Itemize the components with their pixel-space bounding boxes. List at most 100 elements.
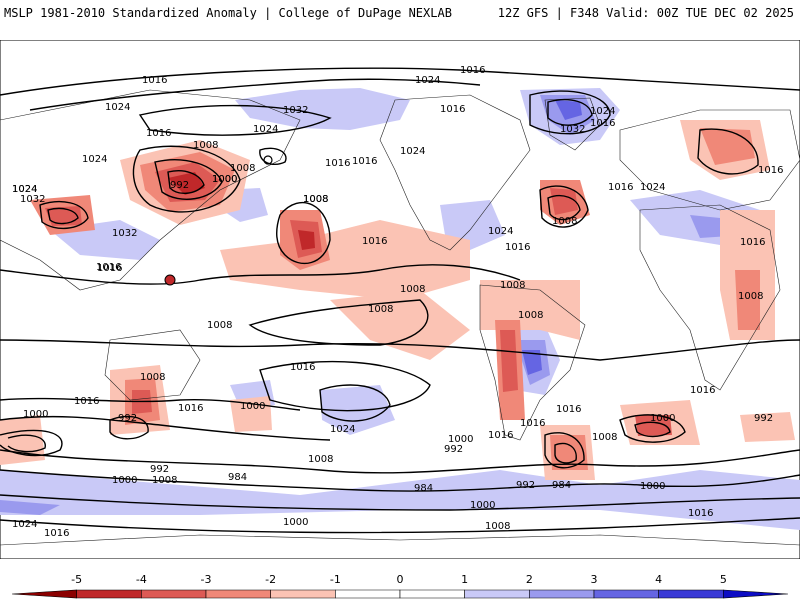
isobar-label: 992 bbox=[150, 464, 169, 475]
anomaly-region bbox=[132, 390, 152, 414]
shading-negative-anomaly bbox=[0, 120, 795, 480]
colorbar-segment bbox=[658, 589, 724, 599]
isobar-label: 1000 bbox=[112, 475, 137, 486]
isobar bbox=[47, 207, 79, 225]
isobar-label: 1008 bbox=[140, 372, 165, 383]
isobar-label: 1008 bbox=[303, 194, 328, 205]
colorbar-segment bbox=[335, 589, 401, 599]
isobar bbox=[39, 201, 89, 229]
colorbar-segment bbox=[529, 589, 595, 599]
model-valid-time: 12Z GFS | F348 Valid: 00Z TUE DEC 02 202… bbox=[497, 6, 794, 20]
coastlines bbox=[0, 89, 800, 546]
isobar-label: 984 bbox=[552, 480, 571, 491]
isobar-label: 1016 bbox=[590, 118, 615, 129]
colorbar-tick-label: 3 bbox=[591, 573, 598, 586]
isobar-label: 1016 bbox=[362, 236, 387, 247]
south-america-coast bbox=[479, 284, 586, 441]
isobar-label: 1016 bbox=[178, 403, 203, 414]
isobar-label: 1008 bbox=[193, 140, 218, 151]
isobar bbox=[248, 299, 429, 346]
isobar bbox=[529, 90, 611, 135]
colorbar-tick-label: 4 bbox=[655, 573, 662, 586]
isobar bbox=[7, 434, 46, 453]
isobar-labels: 1016 1024 1016 1024 1032 1024 1016 1008 … bbox=[12, 65, 783, 539]
isobar-label: 984 bbox=[414, 483, 433, 494]
isobar bbox=[0, 339, 800, 361]
isobar-label: 1016 bbox=[556, 404, 581, 415]
isobar-label: 1016 bbox=[142, 75, 167, 86]
isobar-label: 1008 bbox=[368, 304, 393, 315]
isobar-label: 1000 bbox=[212, 174, 237, 185]
anomaly-region bbox=[740, 412, 795, 442]
anomaly-region bbox=[0, 500, 60, 515]
isobar-label: 1008 bbox=[308, 454, 333, 465]
anomaly-region bbox=[0, 470, 800, 530]
isobar-label: 1016 bbox=[44, 528, 69, 539]
isobar-label: 1016 bbox=[352, 156, 377, 167]
colorbar-tick-label: 1 bbox=[461, 573, 468, 586]
isobar-label: 1000 bbox=[240, 401, 265, 412]
colorbar-segment bbox=[11, 589, 77, 599]
isobar-label: 1016 bbox=[758, 165, 783, 176]
isobar bbox=[154, 159, 223, 200]
colorbar-tick-label: 5 bbox=[720, 573, 727, 586]
isobar-label: 1024 bbox=[82, 154, 107, 165]
isobar-label: 1016 bbox=[520, 418, 545, 429]
isobar bbox=[544, 432, 585, 469]
isobar bbox=[539, 185, 589, 228]
anomaly-region bbox=[735, 270, 760, 330]
anomaly-region bbox=[298, 230, 315, 250]
isobar bbox=[138, 104, 332, 136]
colorbar-segment bbox=[141, 589, 207, 599]
isobar-label: 1016 bbox=[740, 237, 765, 248]
isobar-label: 1016 bbox=[505, 242, 530, 253]
isobar bbox=[0, 517, 800, 534]
colorbar-segment bbox=[399, 589, 465, 599]
isobars bbox=[0, 67, 800, 534]
anomaly-region bbox=[220, 220, 470, 300]
isobar-label: 1024 bbox=[253, 124, 278, 135]
isobar bbox=[0, 67, 800, 96]
isobar-label: 1016 bbox=[440, 104, 465, 115]
isobar-label: 1016 bbox=[74, 396, 99, 407]
isobar-label: 1008 bbox=[592, 432, 617, 443]
isobar-label: 1008 bbox=[303, 194, 328, 205]
australia-coast bbox=[104, 329, 201, 401]
isobar bbox=[0, 397, 301, 411]
isobar-label: 1008 bbox=[152, 475, 177, 486]
isobar-label: 1024 bbox=[400, 146, 425, 157]
isobar bbox=[109, 415, 149, 440]
colorbar-segment bbox=[464, 589, 530, 599]
isobar-label: 1008 bbox=[500, 280, 525, 291]
colorbar-segment bbox=[593, 589, 659, 599]
isobar-label: 1000 bbox=[640, 481, 665, 492]
isobar bbox=[259, 147, 287, 166]
greenland-coast bbox=[544, 97, 601, 151]
isobar-label: 1032 bbox=[560, 124, 585, 135]
isobar-label: 1016 bbox=[146, 128, 171, 139]
isobar-label: 1024 bbox=[12, 184, 37, 195]
isobar-label: 1016 bbox=[290, 362, 315, 373]
anomaly-region bbox=[0, 415, 45, 465]
isobar bbox=[0, 264, 521, 285]
shading-positive-anomaly bbox=[0, 88, 800, 530]
isobar-label: 992 bbox=[754, 413, 773, 424]
isobar bbox=[276, 201, 331, 265]
isobar-label: 1016 bbox=[97, 263, 122, 274]
isobar-label: 1008 bbox=[230, 163, 255, 174]
colorbar-segments bbox=[11, 589, 789, 599]
isobar-label: 1008 bbox=[485, 521, 510, 532]
isobar-label: 1016 bbox=[460, 65, 485, 76]
colorbar-tick-label: 2 bbox=[526, 573, 533, 586]
isobar bbox=[554, 442, 577, 464]
isobar-label: 1024 bbox=[640, 182, 665, 193]
isobar-label: 1032 bbox=[112, 228, 137, 239]
colorbar-tick-label: -2 bbox=[265, 573, 276, 586]
isobar-label: 1016 bbox=[688, 508, 713, 519]
isobar-label: 1016 bbox=[488, 430, 513, 441]
isobar bbox=[697, 128, 759, 175]
isobar-label: 1000 bbox=[470, 500, 495, 511]
colorbar-ticks: -5 -4 -3 -2 -1 0 1 2 3 4 5 bbox=[71, 573, 727, 586]
colorbar-segment bbox=[205, 589, 271, 599]
isobar-label: 992 bbox=[444, 444, 463, 455]
